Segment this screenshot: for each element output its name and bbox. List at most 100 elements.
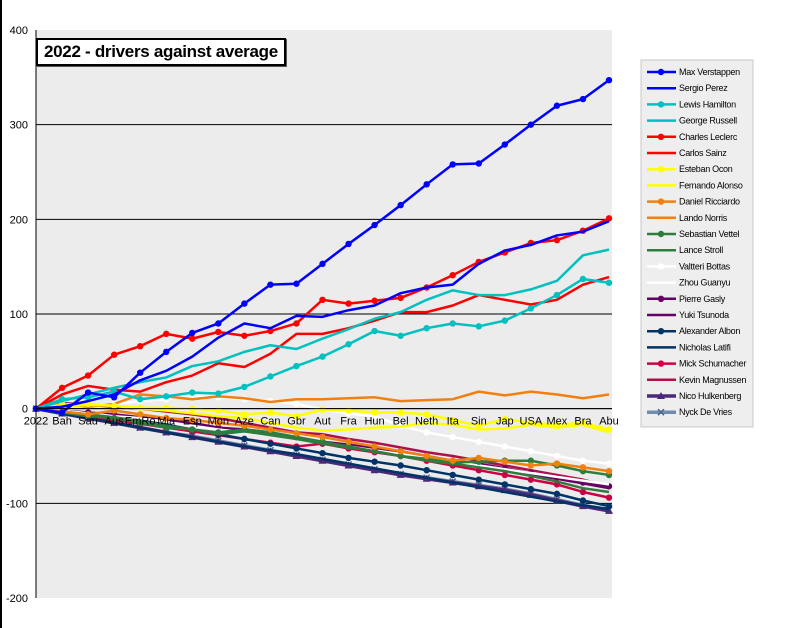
data-point: [605, 279, 613, 286]
data-point: [241, 435, 248, 443]
series-line: [35, 220, 610, 410]
data-point: [371, 409, 378, 416]
series-line: [35, 275, 610, 410]
data-point: [241, 411, 248, 418]
data-point: [657, 408, 665, 416]
x-marker: [657, 408, 665, 416]
legend-label: Lando Norris: [679, 213, 728, 223]
data-point: [293, 400, 300, 408]
data-point: [579, 419, 587, 427]
data-point: [605, 460, 613, 467]
data-point: [215, 419, 222, 427]
legend-entry: Kevin Magnussen: [647, 375, 747, 385]
data-point: [501, 471, 509, 479]
series-sergio-perez: [35, 220, 610, 410]
data-point: [527, 305, 535, 312]
data-point: [293, 320, 300, 327]
legend-label: Yuki Tsunoda: [679, 310, 729, 320]
data-point: [423, 429, 430, 436]
data-point: [345, 240, 352, 248]
data-point: [215, 328, 222, 336]
legend-entry: Lewis Hamilton: [647, 99, 736, 109]
data-point: [163, 393, 170, 400]
legend-label: Fernando Alonso: [679, 180, 743, 190]
data-point: [527, 457, 535, 464]
x-tick-label: Hun: [364, 416, 384, 428]
data-point: [371, 458, 378, 465]
data-point: [449, 416, 456, 424]
x-tick-label: Esp: [183, 416, 202, 428]
x-tick-label: Aut: [314, 416, 331, 428]
x-tick-label: USA: [520, 416, 543, 428]
legend-label: Charles Leclerc: [679, 132, 738, 142]
series-nicholas-latifi: [35, 407, 610, 511]
legend-entry: Sebastian Vettel: [647, 229, 740, 239]
data-point: [319, 260, 326, 268]
data-point: [553, 460, 561, 467]
legend-entry: Lando Norris: [647, 213, 728, 223]
data-point: [449, 471, 456, 479]
data-point: [605, 502, 613, 510]
data-point: [579, 95, 587, 103]
legend-label: Sergio Perez: [679, 83, 728, 93]
data-point: [423, 411, 430, 418]
legend-entries: Max Verstappen Sergio Perez Lewis Hamilton…: [647, 67, 747, 417]
data-point: [449, 457, 456, 464]
series-line: [35, 407, 610, 511]
legend-entry: Carlos Sainz: [647, 148, 728, 158]
data-point: [110, 402, 118, 410]
legend-entry: Charles Leclerc: [647, 132, 738, 142]
legend-label: Pierre Gasly: [679, 294, 726, 304]
y-tick-label: 300: [10, 120, 28, 132]
data-point: [475, 160, 482, 167]
data-point: [579, 457, 587, 464]
legend-entry: George Russell: [647, 116, 737, 126]
data-point: [501, 443, 509, 450]
data-point: [553, 102, 561, 109]
data-point: [423, 181, 430, 188]
legend-entry: Esteban Ocon: [647, 164, 733, 174]
data-point: [345, 443, 352, 450]
data-point: [84, 394, 92, 401]
data-point: [58, 409, 66, 416]
data-point: [579, 275, 587, 283]
legend-label: Esteban Ocon: [679, 164, 733, 174]
data-point: [397, 452, 404, 460]
x-tick-label: Mon: [208, 416, 229, 428]
data-point: [501, 141, 509, 148]
series-carlos-sainz: [35, 275, 610, 410]
data-point: [397, 448, 404, 455]
data-point: [136, 342, 144, 350]
x-tick-label: Ita: [447, 416, 460, 428]
x-tick-label: Aus: [105, 416, 124, 428]
data-point: [345, 341, 352, 348]
series-max-verstappen: [32, 76, 613, 416]
legend-label: Lance Stroll: [679, 245, 723, 255]
legend-entry: Nyck De Vries: [647, 407, 733, 417]
data-point: [58, 384, 66, 392]
data-point: [110, 351, 118, 358]
legend-entry: Zhou Guanyu: [647, 278, 731, 288]
x-tick-label: Aze: [235, 416, 254, 428]
data-point: [657, 133, 665, 140]
data-point: [371, 327, 378, 335]
legend-label: Nyck De Vries: [679, 407, 733, 417]
data-point: [241, 300, 248, 307]
data-point: [370, 466, 379, 474]
data-point: [657, 392, 665, 399]
data-point: [423, 452, 430, 460]
data-point: [189, 329, 196, 337]
series-daniel-ricciardo: [32, 405, 613, 475]
data-point: [267, 440, 274, 447]
data-point: [136, 369, 144, 376]
data-point: [605, 76, 613, 84]
data-point: [318, 456, 327, 464]
legend-label: Sebastian Vettel: [679, 229, 740, 239]
legend-entry: Lance Stroll: [647, 245, 724, 255]
data-point: [344, 461, 353, 469]
data-point: [189, 335, 196, 342]
data-point: [501, 415, 509, 423]
legend-label: Max Verstappen: [679, 67, 740, 77]
data-point: [136, 404, 144, 411]
legend-entry: Sergio Perez: [647, 83, 729, 93]
